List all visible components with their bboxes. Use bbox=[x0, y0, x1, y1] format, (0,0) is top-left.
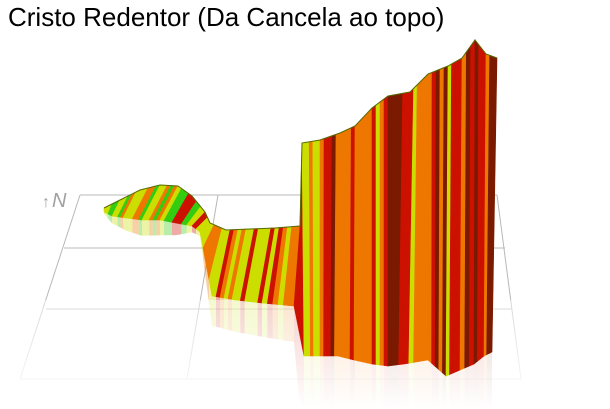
reflection-segment bbox=[129, 218, 133, 233]
ribbon-segment bbox=[367, 107, 373, 365]
reflection-segment bbox=[132, 218, 136, 234]
reflection-segment bbox=[186, 225, 192, 234]
reflection-segment bbox=[123, 217, 126, 231]
reflection-segment bbox=[117, 216, 121, 228]
reflection-segment bbox=[126, 218, 130, 232]
reflection-segment bbox=[142, 220, 146, 236]
reflection-segment bbox=[172, 222, 176, 236]
reflection-segment bbox=[181, 224, 187, 235]
reflection-segment bbox=[200, 232, 203, 259]
reflection-segment bbox=[176, 223, 182, 236]
reflection-segment bbox=[112, 216, 115, 225]
ribbon-segment bbox=[379, 98, 385, 366]
reflection-segment bbox=[110, 215, 112, 224]
reflection-segment bbox=[164, 220, 168, 236]
north-label: N bbox=[52, 190, 67, 212]
ribbon-segment bbox=[371, 104, 377, 365]
north-arrow-icon: ↑ bbox=[42, 194, 50, 211]
reflection-segment bbox=[114, 216, 118, 227]
chart-title: Cristo Redentor (Da Cancela ao topo) bbox=[8, 2, 445, 32]
ribbon-segment bbox=[358, 116, 364, 363]
ribbon-segment bbox=[383, 95, 389, 367]
reflection-segment bbox=[168, 221, 172, 236]
reflection-segment bbox=[145, 220, 150, 236]
reflection-segment bbox=[120, 217, 124, 230]
reflection-segment bbox=[138, 219, 142, 236]
ribbon-top-edge bbox=[103, 39, 498, 231]
ribbon-segment bbox=[362, 111, 369, 364]
north-indicator: ↑ N bbox=[42, 190, 66, 213]
elevation-ribbon bbox=[103, 39, 498, 377]
reflection-segment bbox=[203, 248, 206, 281]
ribbon-segment bbox=[316, 139, 321, 357]
reflection-segment bbox=[135, 219, 139, 235]
reflection-segment bbox=[192, 226, 196, 235]
reflection-segment bbox=[149, 220, 153, 236]
reflection-segment bbox=[152, 220, 157, 236]
reflection-segment bbox=[108, 214, 110, 221]
reflection-segment bbox=[106, 213, 108, 219]
reflection-segment bbox=[196, 229, 200, 237]
reflection-segment bbox=[206, 264, 209, 304]
ribbon-segment bbox=[375, 101, 381, 366]
reflection-segment bbox=[160, 220, 164, 236]
reflection-segment bbox=[156, 220, 160, 236]
